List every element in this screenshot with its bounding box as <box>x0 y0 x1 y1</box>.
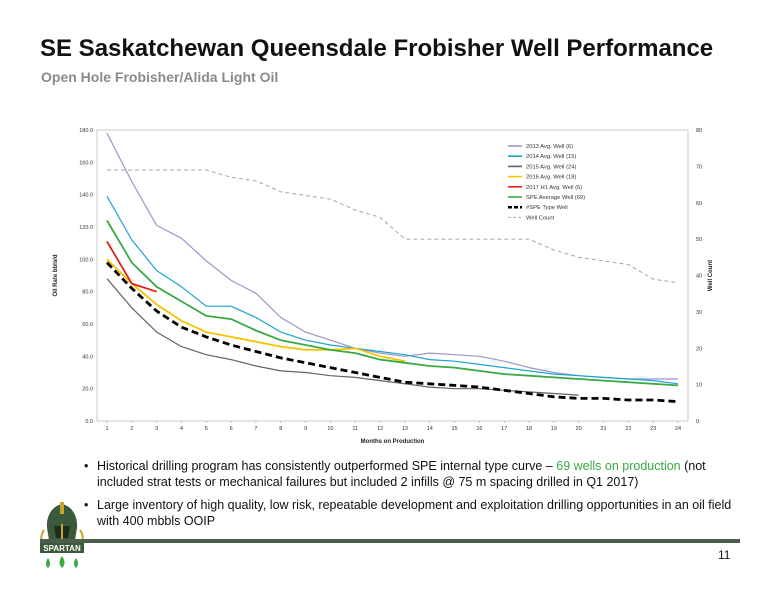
x-tick-label: 4 <box>180 426 183 432</box>
x-tick-label: 24 <box>675 426 681 432</box>
x-tick-label: 10 <box>327 426 333 432</box>
series-line-6 <box>105 261 679 403</box>
x-tick-label: 7 <box>254 426 257 432</box>
legend-label-2: 2015 Avg. Well (24) <box>526 164 576 170</box>
x-tick-label: 14 <box>427 426 433 432</box>
x-tick-label: 18 <box>526 426 532 432</box>
page-number: 11 <box>718 548 731 562</box>
series-line-5 <box>106 220 679 387</box>
x-tick-label: 20 <box>576 426 582 432</box>
y-tick-label: 0.0 <box>85 419 93 425</box>
legend-label-6: #SPE Type Well <box>526 205 568 211</box>
y2-tick-label: 70 <box>696 164 702 170</box>
series-line-1 <box>106 196 679 385</box>
x-tick-label: 13 <box>402 426 408 432</box>
legend-label-5: SPE Average Well (69) <box>526 195 585 201</box>
series-line-4 <box>106 241 157 293</box>
y2-tick-label: 40 <box>696 274 702 280</box>
bullet-1: Historical drilling program has consiste… <box>84 458 734 490</box>
footer-rule <box>40 539 740 543</box>
legend-label-3: 2016 Avg. Well (18) <box>526 175 576 181</box>
page-title: SE Saskatchewan Queensdale Frobisher Wel… <box>40 35 714 62</box>
x-tick-label: 17 <box>501 426 507 432</box>
x-axis-label: Months on Production <box>361 439 425 445</box>
x-tick-label: 15 <box>452 426 458 432</box>
y-tick-label: 120.0 <box>79 225 93 231</box>
y2-tick-label: 60 <box>696 201 702 207</box>
y-tick-label: 20.0 <box>82 387 93 393</box>
x-tick-label: 11 <box>352 426 358 432</box>
y-tick-label: 80.0 <box>82 290 93 296</box>
x-tick-label: 1 <box>105 426 108 432</box>
legend-label-1: 2014 Avg. Well (15) <box>526 154 576 160</box>
x-tick-label: 9 <box>304 426 307 432</box>
logo-text: SPARTAN <box>43 544 81 553</box>
y2-tick-label: 30 <box>696 310 702 316</box>
x-tick-label: 2 <box>130 426 133 432</box>
y-tick-label: 40.0 <box>82 354 93 360</box>
x-tick-label: 21 <box>600 426 606 432</box>
bullet-1-highlight: 69 wells on production <box>556 459 681 473</box>
y-tick-label: 140.0 <box>79 193 93 199</box>
y-tick-label: 60.0 <box>82 322 93 328</box>
y2-tick-label: 0 <box>696 419 699 425</box>
x-tick-label: 3 <box>155 426 158 432</box>
y2-tick-label: 50 <box>696 237 702 243</box>
bullet-1-text-a: Historical drilling program has consiste… <box>97 459 557 473</box>
y-tick-label: 100.0 <box>79 257 93 263</box>
x-tick-label: 23 <box>650 426 656 432</box>
x-tick-label: 22 <box>625 426 631 432</box>
legend-label-4: 2017 H1 Avg. Well (6) <box>526 185 582 191</box>
x-tick-label: 16 <box>476 426 482 432</box>
x-tick-label: 6 <box>230 426 233 432</box>
series-line-2 <box>106 278 579 396</box>
y-tick-label: 180.0 <box>79 128 93 134</box>
series-line-3 <box>106 258 406 363</box>
x-tick-label: 19 <box>551 426 557 432</box>
y2-tick-label: 20 <box>696 346 702 352</box>
y2-tick-label: 80 <box>696 128 702 134</box>
page-subtitle: Open Hole Frobisher/Alida Light Oil <box>41 69 279 85</box>
bullet-2: Large inventory of high quality, low ris… <box>84 497 734 529</box>
x-tick-label: 12 <box>377 426 383 432</box>
x-tick-label: 5 <box>205 426 208 432</box>
legend-label-7: Well Count <box>526 215 555 221</box>
y2-axis-label: Well Count <box>708 260 714 291</box>
x-tick-label: 8 <box>279 426 282 432</box>
bullet-list: Historical drilling program has consiste… <box>84 458 734 536</box>
y-axis-label: Oil Rate bbls/d <box>53 254 59 296</box>
plot-area <box>96 129 689 422</box>
y-tick-label: 160.0 <box>79 160 93 166</box>
well-performance-chart: 0.0 20.0 40.0 60.0 80.0 100.0 120.0 140.0 160.0 1… <box>53 128 714 445</box>
series-line-7 <box>107 169 679 284</box>
legend-label-0: 2013 Avg. Well (6) <box>526 144 573 150</box>
spartan-logo: SPARTAN <box>40 502 84 568</box>
y2-tick-label: 10 <box>696 383 702 389</box>
bullet-1-text-b: (not included strat tests or mechanical … <box>97 459 706 489</box>
